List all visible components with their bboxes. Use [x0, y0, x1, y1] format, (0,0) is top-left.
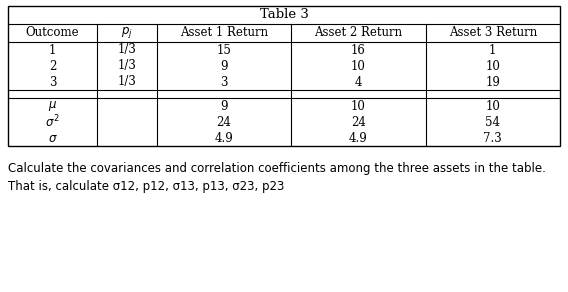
Text: $p_j$: $p_j$ — [121, 25, 133, 41]
Text: Table 3: Table 3 — [260, 8, 308, 22]
Text: 1/3: 1/3 — [118, 60, 136, 72]
Text: Calculate the covariances and correlation coefficients among the three assets in: Calculate the covariances and correlatio… — [8, 162, 546, 175]
Text: Asset 3 Return: Asset 3 Return — [449, 27, 537, 39]
Text: 1/3: 1/3 — [118, 76, 136, 88]
Text: 10: 10 — [485, 60, 500, 72]
Text: 24: 24 — [351, 116, 366, 128]
Text: 9: 9 — [220, 60, 228, 72]
Text: 4.9: 4.9 — [349, 131, 367, 145]
Text: 19: 19 — [485, 76, 500, 88]
Text: 4.9: 4.9 — [215, 131, 233, 145]
Text: 15: 15 — [216, 44, 231, 56]
Text: 54: 54 — [485, 116, 500, 128]
Text: 10: 10 — [351, 60, 366, 72]
Text: 10: 10 — [351, 100, 366, 112]
Text: $\mu$: $\mu$ — [48, 99, 57, 113]
Text: 9: 9 — [220, 100, 228, 112]
Text: Outcome: Outcome — [26, 27, 80, 39]
Text: 1: 1 — [489, 44, 496, 56]
Text: Asset 2 Return: Asset 2 Return — [314, 27, 402, 39]
Bar — [8, 6, 560, 146]
Text: That is, calculate σ12, p12, σ13, p13, σ23, p23: That is, calculate σ12, p12, σ13, p13, σ… — [8, 180, 285, 193]
Text: 7.3: 7.3 — [483, 131, 502, 145]
Text: 3: 3 — [49, 76, 56, 88]
Text: 1/3: 1/3 — [118, 44, 136, 56]
Text: Asset 1 Return: Asset 1 Return — [180, 27, 268, 39]
Text: 16: 16 — [351, 44, 366, 56]
Text: 1: 1 — [49, 44, 56, 56]
Text: 24: 24 — [216, 116, 231, 128]
Text: 2: 2 — [49, 60, 56, 72]
Text: 4: 4 — [354, 76, 362, 88]
Text: 10: 10 — [485, 100, 500, 112]
Text: $\sigma$: $\sigma$ — [48, 131, 57, 145]
Text: $\sigma^2$: $\sigma^2$ — [45, 114, 60, 130]
Text: 3: 3 — [220, 76, 228, 88]
